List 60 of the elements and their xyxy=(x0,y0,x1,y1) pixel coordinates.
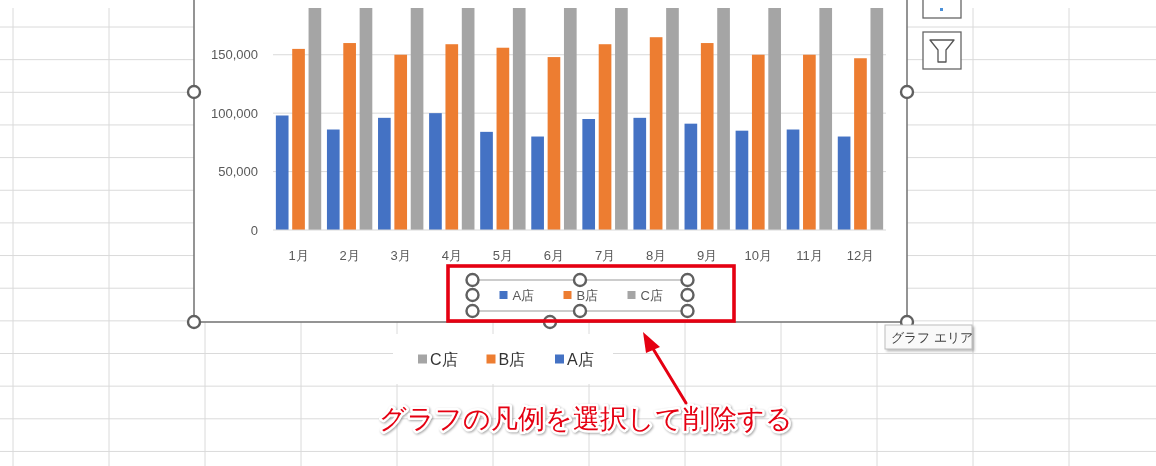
bar xyxy=(717,8,730,230)
bar xyxy=(512,8,526,230)
bar xyxy=(751,54,765,230)
x-tick-label: 1月 xyxy=(288,247,309,263)
bar xyxy=(598,44,612,230)
y-tick-label: 50,000 xyxy=(218,164,258,180)
bar xyxy=(870,8,884,230)
bar xyxy=(803,54,816,230)
x-tick-label: 10月 xyxy=(744,247,773,263)
bar xyxy=(768,8,781,230)
legend-label: B店 xyxy=(576,287,599,303)
bar xyxy=(666,8,679,230)
bar xyxy=(633,117,647,230)
bar xyxy=(786,129,800,230)
bar xyxy=(308,8,322,230)
x-tick-label: 5月 xyxy=(492,247,513,263)
bar xyxy=(343,43,356,230)
x-tick-label: 9月 xyxy=(697,247,718,263)
bar xyxy=(735,130,749,230)
legend-label: A店 xyxy=(567,350,594,368)
bar xyxy=(378,117,391,230)
bar xyxy=(615,8,628,230)
bar xyxy=(819,8,833,230)
bar xyxy=(275,115,289,230)
x-tick-label: 8月 xyxy=(646,247,667,263)
text: グラフの凡例を選択して削除する xyxy=(379,404,793,434)
bar xyxy=(461,8,475,230)
x-tick-label: 6月 xyxy=(543,247,565,263)
bar xyxy=(837,136,851,230)
bar xyxy=(582,119,596,230)
x-tick-label: 11月 xyxy=(796,247,823,263)
bar xyxy=(292,48,305,230)
bar xyxy=(326,129,340,230)
bar xyxy=(684,123,698,230)
y-tick-label: 100,000 xyxy=(211,105,258,121)
x-tick-label: 7月 xyxy=(594,247,616,263)
legend-label: A店 xyxy=(512,287,535,303)
bar xyxy=(700,43,714,230)
legend-label: B店 xyxy=(498,350,526,368)
y-tick-label: 150,000 xyxy=(211,47,258,63)
x-tick-label: 4月 xyxy=(441,247,462,263)
x-tick-label: 3月 xyxy=(390,247,411,263)
legend-label: C店 xyxy=(640,287,663,303)
text: グラフ エリア xyxy=(891,329,973,345)
x-tick-label: 12月 xyxy=(846,247,875,263)
bar xyxy=(547,57,561,230)
bar xyxy=(563,8,577,230)
bar xyxy=(394,54,408,230)
legend-label: C店 xyxy=(430,350,458,368)
bar xyxy=(480,131,493,230)
bar xyxy=(359,8,373,230)
bar xyxy=(429,113,442,230)
bar xyxy=(445,44,459,230)
bar xyxy=(854,58,867,230)
bar xyxy=(410,8,424,230)
y-tick-label: 0 xyxy=(250,222,258,238)
bar xyxy=(649,37,663,230)
bar xyxy=(496,47,510,230)
bar xyxy=(531,136,544,230)
x-tick-label: 2月 xyxy=(339,247,360,263)
